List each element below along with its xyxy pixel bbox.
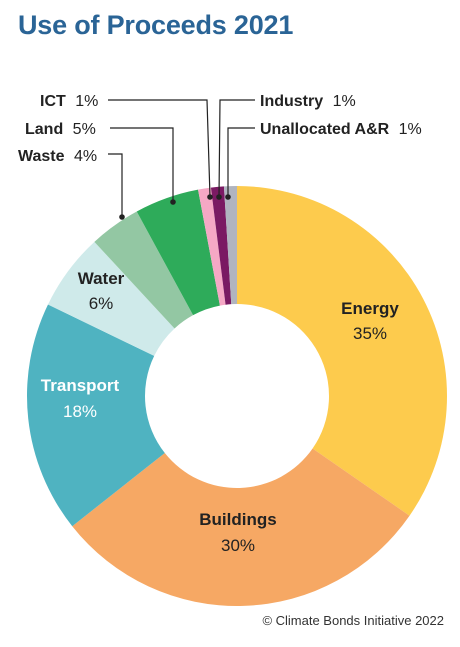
leader-dot-unallocated — [225, 194, 231, 200]
label-transport-value: 18% — [63, 402, 97, 421]
slice-ict — [198, 187, 226, 306]
label-ict-value: 1% — [75, 93, 98, 110]
leader-dot-land — [170, 199, 176, 205]
donut-slices — [26, 186, 447, 606]
label-energy-name: Energy — [341, 299, 399, 318]
slice-waste — [94, 211, 194, 329]
leader-line-ict — [108, 99, 211, 198]
label-transport-name: Transport — [41, 376, 120, 395]
slice-unallocated-a-r — [223, 186, 237, 305]
label-industry: Industry 1% — [260, 93, 356, 110]
leader-line-waste — [108, 153, 123, 217]
outside-labels: ICT 1% Land 5% Waste 4% Industry 1% Unal… — [18, 93, 422, 165]
label-ict-name: ICT — [40, 93, 66, 110]
label-unallocated-name: Unallocated A&R — [260, 121, 390, 138]
leader-dot-ict — [207, 194, 213, 200]
label-water-value: 6% — [89, 294, 114, 313]
label-land-name: Land — [25, 121, 63, 138]
label-waste-value: 4% — [74, 148, 97, 165]
slice-labels: Energy 35% Buildings 30% Transport 18% W… — [41, 269, 400, 555]
slice-water — [47, 241, 175, 356]
leader-dot-waste — [119, 214, 125, 220]
leader-line-industry — [218, 99, 255, 198]
slice-land — [136, 189, 220, 316]
leader-dot-industry — [216, 194, 222, 200]
leader-line-land — [110, 127, 174, 202]
label-buildings-name: Buildings — [199, 510, 276, 529]
label-energy-value: 35% — [353, 324, 387, 343]
label-land-value: 5% — [73, 121, 96, 138]
label-water-name: Water — [78, 269, 125, 288]
leader-line-unallocated — [227, 127, 255, 197]
label-land: Land 5% — [25, 121, 96, 138]
leader-lines — [108, 99, 255, 220]
label-industry-value: 1% — [333, 93, 356, 110]
chart-title: Use of Proceeds 2021 — [18, 10, 294, 40]
label-ict: ICT 1% — [40, 93, 98, 110]
slice-energy — [237, 186, 447, 516]
label-buildings-value: 30% — [221, 536, 255, 555]
label-unallocated: Unallocated A&R 1% — [260, 121, 422, 138]
label-waste-name: Waste — [18, 148, 65, 165]
label-industry-name: Industry — [260, 93, 323, 110]
label-unallocated-value: 1% — [399, 121, 422, 138]
label-waste: Waste 4% — [18, 148, 97, 165]
slice-industry — [210, 186, 232, 305]
copyright-text: © Climate Bonds Initiative 2022 — [262, 613, 444, 628]
slice-buildings — [72, 448, 410, 606]
slice-transport — [26, 304, 165, 527]
